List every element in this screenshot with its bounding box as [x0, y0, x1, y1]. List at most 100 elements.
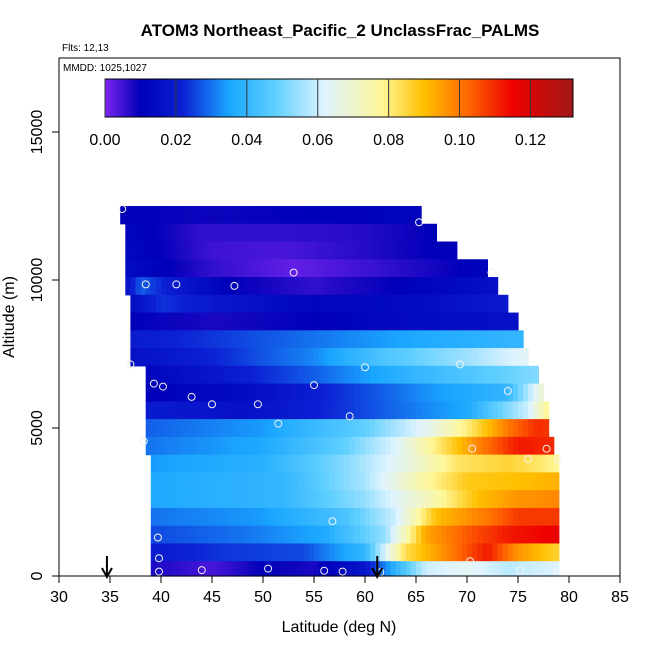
heatmap-cell: [166, 419, 172, 438]
heatmap-cell: [191, 490, 198, 509]
heatmap-cell: [273, 419, 279, 438]
heatmap-cell: [247, 277, 254, 296]
heatmap-cell: [212, 259, 218, 278]
heatmap-cell: [477, 312, 483, 331]
chart-title: ATOM3 Northeast_Pacific_2 UnclassFrac_PA…: [141, 21, 540, 40]
heatmap-cell: [308, 454, 315, 473]
heatmap-cell: [278, 490, 284, 509]
heatmap-cell: [334, 383, 341, 402]
heatmap-cell: [451, 507, 458, 527]
heatmap-cell: [365, 241, 371, 260]
heatmap-cell: [538, 436, 545, 456]
heatmap-cell: [166, 223, 172, 243]
heatmap-cell: [237, 348, 244, 367]
heatmap-cell: [217, 490, 223, 509]
heatmap-cell: [446, 472, 453, 491]
heatmap-cell: [461, 312, 468, 331]
heatmap-cell: [176, 561, 182, 577]
heatmap-cell: [375, 436, 381, 456]
heatmap-cell: [252, 259, 259, 278]
heatmap-cell: [212, 206, 218, 225]
heatmap-cell: [487, 348, 494, 367]
heatmap-cell: [395, 241, 402, 260]
heatmap-cell: [339, 436, 346, 456]
heatmap-cell: [186, 472, 193, 491]
heatmap-cell: [451, 277, 458, 296]
heatmap-cell: [436, 259, 443, 278]
heatmap-cell: [247, 543, 254, 562]
heatmap-cell: [242, 223, 249, 243]
heatmap-cell: [278, 330, 284, 349]
sample-point: [310, 381, 318, 390]
heatmap-cell: [533, 490, 539, 509]
x-tick-label: 75: [509, 589, 527, 606]
heatmap-cell: [528, 525, 534, 545]
heatmap-cell: [303, 277, 310, 296]
colorbar-tick-label: 0.00: [89, 132, 120, 149]
heatmap-cell: [319, 348, 325, 367]
heatmap-cell: [135, 259, 142, 278]
heatmap-cell: [390, 294, 397, 314]
heatmap-cell: [426, 348, 432, 367]
heatmap-cell: [252, 543, 259, 562]
heatmap-cell: [206, 277, 213, 296]
heatmap-cell: [319, 241, 325, 260]
heatmap-cell: [339, 561, 346, 577]
heatmap-cell: [298, 401, 305, 420]
heatmap-cell: [319, 525, 325, 545]
heatmap-cell: [293, 436, 300, 456]
heatmap-cell: [324, 543, 330, 562]
heatmap-cell: [354, 436, 361, 456]
heatmap-cell: [155, 419, 162, 438]
heatmap-cell: [467, 507, 473, 527]
heatmap-cell: [201, 365, 208, 385]
heatmap-cell: [380, 383, 386, 402]
heatmap-cell: [227, 454, 233, 473]
heatmap-cell: [380, 223, 386, 243]
sample-point: [338, 567, 347, 576]
heatmap-cell: [467, 419, 473, 438]
heatmap-cell: [166, 348, 172, 367]
y-tick-label: 5000: [29, 410, 46, 446]
heatmap-cell: [314, 472, 320, 491]
heatmap-cell: [395, 454, 402, 473]
heatmap-cell: [268, 543, 274, 562]
heatmap-cell: [461, 294, 468, 314]
heatmap-cell: [395, 383, 402, 402]
heatmap-cell: [359, 472, 366, 491]
heatmap-cell: [492, 330, 499, 349]
heatmap-cell: [477, 454, 483, 473]
heatmap-cell: [492, 525, 499, 545]
heatmap-cell: [196, 525, 203, 545]
heatmap-cell: [181, 259, 188, 278]
heatmap-cell: [242, 472, 249, 491]
heatmap-cell: [145, 223, 152, 243]
heatmap-cell: [446, 241, 453, 260]
y-axis-label: Altitude (m): [1, 276, 18, 358]
heatmap-cell: [150, 401, 157, 420]
heatmap-cell: [416, 277, 422, 296]
heatmap-cell: [324, 277, 330, 296]
heatmap-cell: [166, 561, 172, 577]
heatmap-cell: [441, 241, 448, 260]
heatmap-cell: [451, 330, 458, 349]
heatmap-cell: [528, 383, 534, 402]
heatmap-cell: [242, 543, 249, 562]
heatmap-cell: [324, 241, 330, 260]
heatmap-cell: [507, 454, 514, 473]
heatmap-cell: [308, 294, 315, 314]
heatmap-cell: [507, 419, 514, 438]
heatmap-cell: [150, 330, 157, 349]
heatmap-cell: [181, 277, 188, 296]
heatmap-cell: [329, 454, 335, 473]
heatmap-cell: [145, 401, 152, 420]
heatmap-cell: [206, 490, 213, 509]
heatmap-cell: [487, 472, 494, 491]
heatmap-cell: [533, 472, 539, 491]
heatmap-cell: [370, 419, 376, 438]
heatmap-cell: [472, 259, 478, 278]
heatmap-cell: [319, 561, 325, 577]
heatmap-cell: [252, 419, 259, 438]
heatmap-cell: [140, 348, 147, 367]
heatmap-cell: [354, 294, 361, 314]
